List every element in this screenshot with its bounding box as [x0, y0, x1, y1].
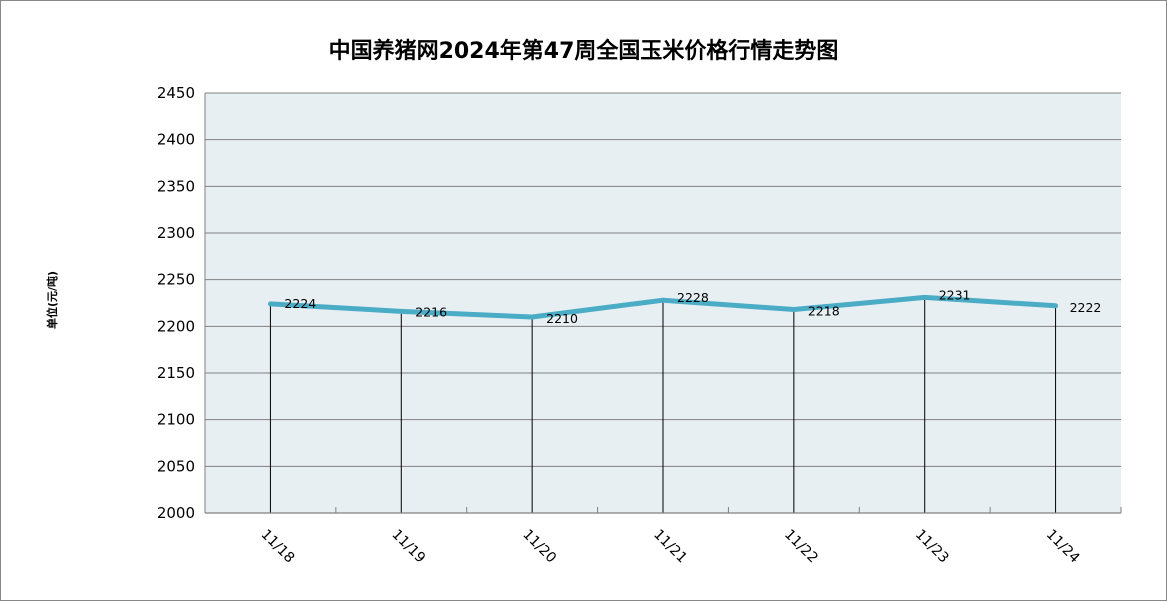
x-tick-label: 11/23 [912, 527, 952, 567]
data-label: 2228 [677, 290, 709, 305]
y-tick-label: 2300 [157, 224, 195, 242]
y-tick-label: 2400 [157, 131, 195, 149]
y-tick-label: 2150 [157, 364, 195, 382]
data-label: 2210 [546, 311, 578, 326]
data-label: 2222 [1070, 300, 1102, 315]
x-tick-label: 11/21 [650, 527, 690, 567]
x-tick-label: 11/22 [781, 527, 821, 567]
y-tick-label: 2100 [157, 411, 195, 429]
data-label: 2231 [939, 287, 971, 302]
y-tick-label: 2050 [157, 457, 195, 475]
x-tick-label: 11/20 [519, 527, 559, 567]
y-tick-label: 2000 [157, 504, 195, 522]
data-label: 2224 [284, 296, 316, 311]
y-tick-label: 2350 [157, 177, 195, 195]
y-tick-label: 2250 [157, 271, 195, 289]
price-line [267, 294, 1059, 320]
data-label: 2216 [415, 304, 447, 319]
x-tick-label: 11/19 [388, 527, 428, 567]
y-tick-label: 2200 [157, 317, 195, 335]
x-tick-label: 11/18 [258, 527, 298, 567]
chart-title: 中国养猪网2024年第47周全国玉米价格行情走势图 [328, 39, 839, 64]
y-tick-label: 2450 [157, 84, 195, 102]
data-label: 2218 [808, 304, 840, 319]
x-tick-label: 11/24 [1043, 527, 1083, 567]
